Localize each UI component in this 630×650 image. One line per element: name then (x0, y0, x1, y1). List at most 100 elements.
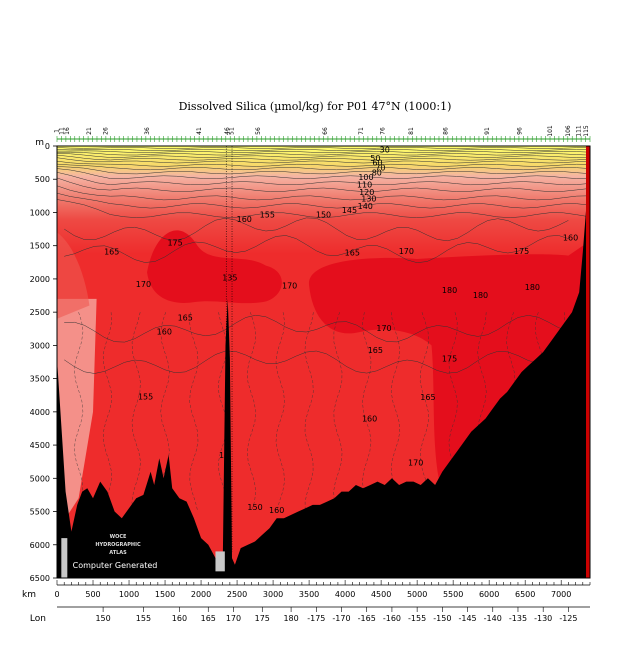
y-unit-label: m (35, 138, 44, 148)
y-tick-label: 3000 (30, 341, 50, 350)
eastern-boundary (586, 146, 590, 578)
contour-line (246, 312, 257, 512)
lon-tick-label: 180 (283, 614, 298, 623)
lon-tick-label: -175 (307, 614, 325, 623)
high-silica-core-east (308, 245, 590, 479)
lon-tick-label: 170 (226, 614, 241, 623)
contour-label-150: 150 (316, 210, 331, 219)
contour-label-160: 160 (269, 506, 284, 515)
station-label: 101 (547, 125, 554, 137)
contour-label-160: 160 (157, 327, 172, 336)
bathymetry (57, 146, 590, 578)
station-label: 56 (255, 127, 262, 135)
contour-line (57, 163, 590, 171)
station-label: 115 (583, 125, 590, 137)
watermark-line: ATLAS (109, 550, 127, 556)
computer-generated-label: Computer Generated (73, 561, 158, 570)
contour-label-160: 160 (362, 414, 377, 423)
contour-line (57, 147, 590, 149)
lon-tick-label: -125 (559, 614, 577, 623)
lon-tick-label: -160 (383, 614, 401, 623)
lon-tick-label: 175 (255, 614, 270, 623)
contour-line (362, 312, 372, 512)
contour-label-180: 180 (473, 291, 488, 300)
contour-line (64, 235, 569, 263)
y-tick-label: 500 (35, 175, 50, 184)
x-tick-label: 1500 (155, 590, 175, 599)
station-label: 96 (517, 127, 524, 135)
y-tick-label: 0 (45, 142, 50, 151)
x-tick-label: 2500 (227, 590, 247, 599)
lon-tick-label: 155 (136, 614, 151, 623)
contour-line (390, 312, 401, 512)
y-tick-label: 2500 (30, 308, 50, 317)
x-tick-label: 2000 (191, 590, 211, 599)
station-label: 21 (86, 127, 93, 135)
contour-line (64, 314, 569, 343)
contour-label-135: 135 (222, 274, 237, 283)
contour-label-175: 175 (442, 355, 457, 364)
contour-label-80: 80 (372, 169, 382, 178)
x-tick-label: 4500 (371, 590, 391, 599)
y-axis: m 0 500 1000 1500 2000 2500 3000 3500 4000 4500 500… (30, 138, 57, 583)
x-axis: km 0 500 1000 1500 2000 2500 3000 3500 4000 4500 50… (22, 580, 591, 600)
contour-label-160: 160 (563, 234, 578, 243)
contour-line (57, 153, 590, 158)
contour-line (57, 172, 590, 186)
contour-label-180: 180 (525, 283, 540, 292)
station-label: 76 (380, 127, 387, 135)
contour-line (64, 217, 569, 242)
contour-label-175: 175 (167, 238, 182, 247)
contour-label-170: 170 (399, 247, 414, 256)
x-tick-label: 6000 (479, 590, 499, 599)
lon-tick-label: -155 (408, 614, 426, 623)
y-tick-label: 1000 (30, 208, 50, 217)
contour-label-150: 150 (247, 503, 262, 512)
x-tick-label: 3000 (263, 590, 283, 599)
y-tick-label: 5500 (30, 508, 50, 517)
x-tick-label: 3500 (299, 590, 319, 599)
lon-tick-label: -130 (534, 614, 552, 623)
contour-label-170: 170 (408, 458, 423, 467)
watermark: WOCE HYDROGRAPHIC ATLAS Computer Generated (73, 534, 158, 570)
contour-label-100: 100 (358, 173, 373, 182)
silica-fields (57, 230, 590, 532)
contour-label-50: 50 (370, 154, 380, 163)
x-tick-label: 6500 (515, 590, 535, 599)
station-label: 16 (64, 127, 71, 135)
seafloor (57, 192, 590, 578)
station-label: 111 (576, 125, 583, 137)
contour-line (57, 150, 590, 153)
contour-line (57, 149, 590, 151)
station-label: 66 (322, 127, 329, 135)
x-unit-label: km (22, 590, 36, 600)
contour-line (304, 312, 314, 512)
contour-label-120: 120 (359, 188, 374, 197)
contour-label-175: 175 (514, 247, 529, 256)
contour-label-180: 180 (442, 286, 457, 295)
y-tick-label: 4500 (30, 441, 50, 450)
contour-label-165: 165 (368, 346, 383, 355)
y-tick-label: 5000 (30, 474, 50, 483)
lon-unit-label: Lon (30, 614, 46, 624)
station-label: 86 (442, 127, 449, 135)
contour-label-160: 160 (237, 215, 252, 224)
contour-label-60: 60 (372, 159, 382, 168)
high-silica-core-west (147, 230, 282, 304)
station-label: 11 (58, 127, 65, 135)
contour-label-165: 165 (345, 248, 360, 257)
transition-region-west (57, 232, 90, 319)
lon-axis: Lon 150 155 160 165 170 175 180 -175 -170 -165 -160… (30, 606, 590, 624)
y-tick-label: 3500 (30, 375, 50, 384)
station-label: 26 (102, 127, 109, 135)
contour-label-155: 155 (260, 210, 275, 219)
contour-label-170: 170 (136, 280, 151, 289)
lon-tick-label: 150 (95, 614, 110, 623)
contour-line (103, 312, 112, 512)
x-tick-label: 7000 (551, 590, 571, 599)
contour-line (57, 154, 590, 161)
watermark-line: HYDROGRAPHIC (95, 542, 141, 548)
contour-line (57, 192, 590, 209)
